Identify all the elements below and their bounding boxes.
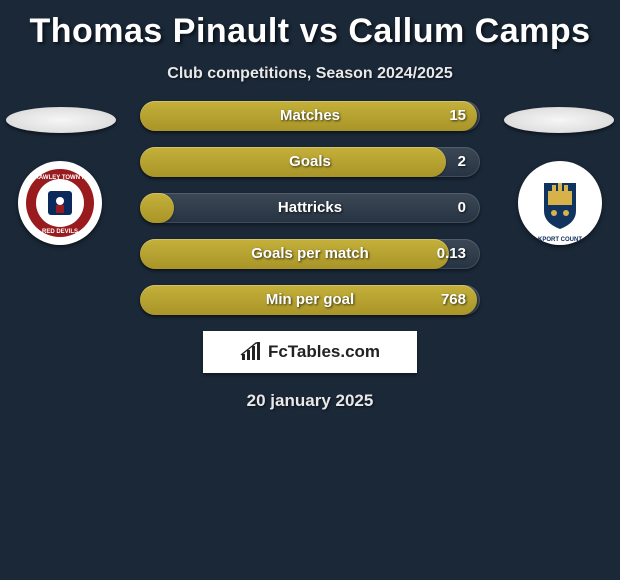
stat-value: 768 — [441, 285, 466, 315]
stat-value: 2 — [458, 147, 466, 177]
stat-row-min-per-goal: Min per goal 768 — [140, 285, 480, 315]
stat-value: 15 — [449, 101, 466, 131]
stat-row-hattricks: Hattricks 0 — [140, 193, 480, 223]
player-left-ellipse — [6, 107, 116, 133]
crawley-town-crest-icon: CRAWLEY TOWN FC RED DEVILS — [18, 161, 102, 245]
svg-text:RED DEVILS: RED DEVILS — [42, 229, 78, 235]
player-right-ellipse — [504, 107, 614, 133]
page-title: Thomas Pinault vs Callum Camps — [0, 0, 620, 51]
stat-label: Goals per match — [140, 239, 480, 269]
date-line: 20 january 2025 — [0, 391, 620, 411]
club-crest-right: KPORT COUNT — [518, 161, 602, 245]
svg-text:CRAWLEY TOWN FC: CRAWLEY TOWN FC — [30, 175, 90, 181]
svg-text:KPORT COUNT: KPORT COUNT — [538, 237, 582, 243]
stat-value: 0.13 — [437, 239, 466, 269]
comparison-stage: CRAWLEY TOWN FC RED DEVILS KPORT COUNT M… — [0, 101, 620, 411]
stat-bars: Matches 15 Goals 2 Hattricks 0 Goals per… — [140, 101, 480, 315]
stat-row-matches: Matches 15 — [140, 101, 480, 131]
stat-row-goals: Goals 2 — [140, 147, 480, 177]
brand-box: FcTables.com — [203, 331, 417, 373]
brand-text: FcTables.com — [268, 342, 380, 362]
stockport-county-crest-icon: KPORT COUNT — [518, 161, 602, 245]
stat-label: Goals — [140, 147, 480, 177]
subtitle: Club competitions, Season 2024/2025 — [0, 65, 620, 83]
stat-value: 0 — [458, 193, 466, 223]
stat-label: Matches — [140, 101, 480, 131]
club-crest-left: CRAWLEY TOWN FC RED DEVILS — [18, 161, 102, 245]
stat-label: Min per goal — [140, 285, 480, 315]
stat-label: Hattricks — [140, 193, 480, 223]
bar-chart-icon — [240, 342, 262, 362]
stat-row-goals-per-match: Goals per match 0.13 — [140, 239, 480, 269]
